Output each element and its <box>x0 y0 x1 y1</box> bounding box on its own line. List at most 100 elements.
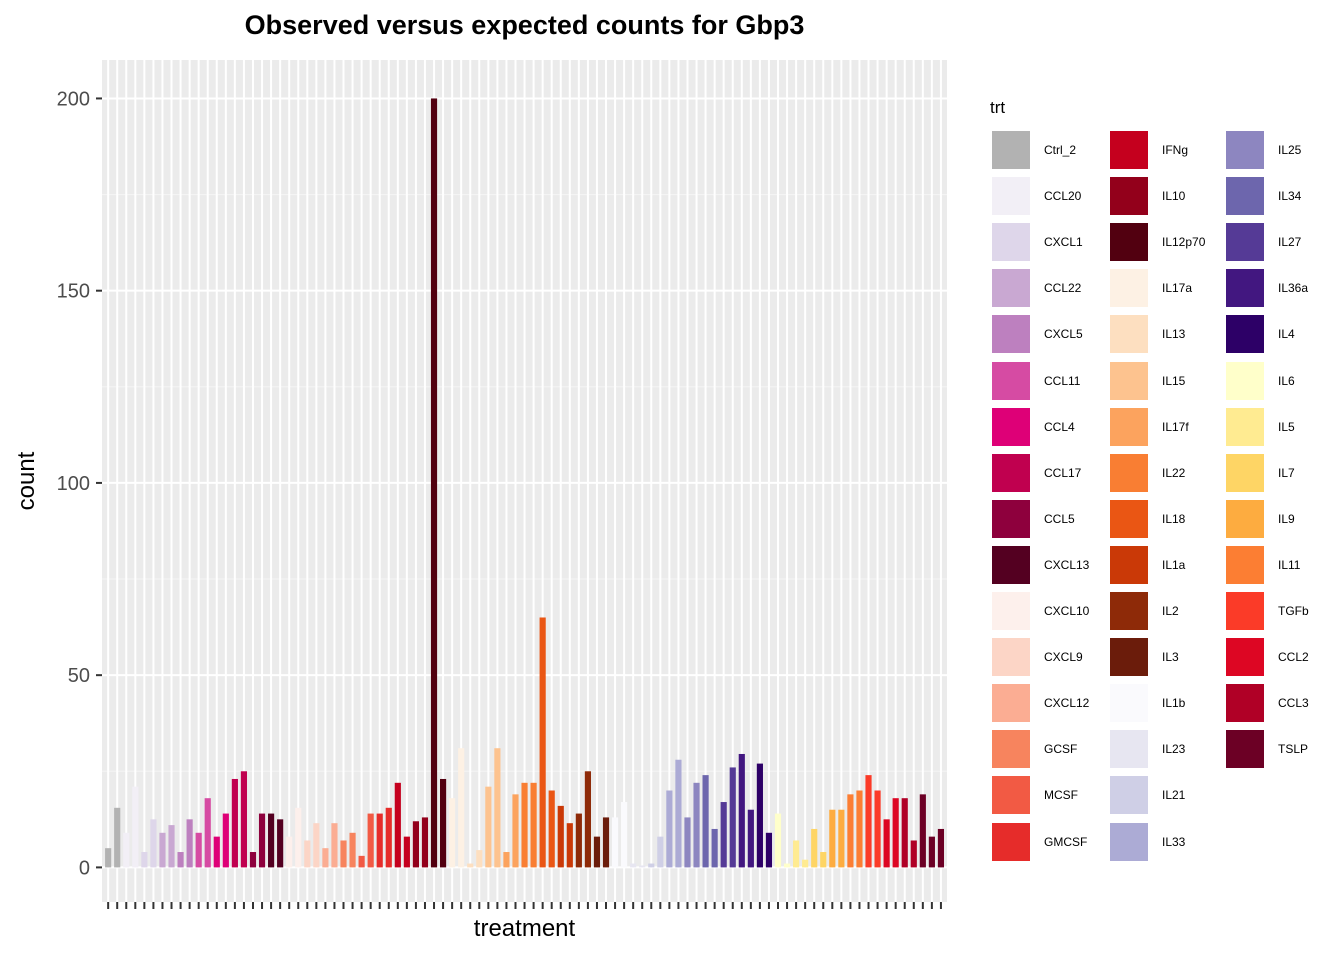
bar-IL9 <box>838 809 845 868</box>
bar-IL25 <box>693 782 700 868</box>
legend-key <box>1108 682 1150 725</box>
bar-CXCL1 <box>141 852 148 868</box>
legend-item: CCL22 <box>990 265 1081 311</box>
legend-key <box>990 497 1032 540</box>
legend-item: CCL4 <box>990 404 1075 450</box>
bar-IL23 <box>639 865 646 868</box>
bar-CXCL12 <box>331 823 338 868</box>
legend-key <box>1224 221 1266 264</box>
legend-key <box>1108 497 1150 540</box>
legend-key <box>1108 129 1150 171</box>
legend-item: CCL3 <box>1224 680 1309 726</box>
chart-title: Observed versus expected counts for Gbp3 <box>244 10 805 40</box>
legend-key <box>1108 359 1150 402</box>
bar-IL17f <box>512 794 519 868</box>
bar-CXCL9 <box>304 840 311 868</box>
legend-item: IL36a <box>1224 265 1308 311</box>
legend-label: CXCL10 <box>1044 604 1090 618</box>
legend-item: GCSF <box>990 726 1077 772</box>
bar-IL4 <box>756 763 763 868</box>
legend-label: IL27 <box>1278 235 1302 250</box>
grid-lines <box>102 60 947 902</box>
bar-TSLP <box>928 836 935 868</box>
legend-label: IL9 <box>1278 511 1295 526</box>
bar-CCL3 <box>901 798 908 868</box>
bar-IL2 <box>584 771 591 868</box>
bar-TGFb <box>874 790 881 868</box>
legend-key <box>1108 175 1150 218</box>
legend-item: TGFb <box>1224 588 1309 634</box>
bar-IL13 <box>467 863 474 868</box>
bar-GCSF <box>349 832 356 868</box>
legend-item: CCL20 <box>990 173 1081 219</box>
bar-CCL20 <box>132 786 139 868</box>
legend-label: IL23 <box>1162 742 1186 757</box>
legend-key <box>1224 359 1266 402</box>
bar-IL13 <box>476 850 483 868</box>
bar-IL25 <box>684 817 691 868</box>
bar-IL23 <box>630 863 637 868</box>
bar-TGFb <box>865 775 872 868</box>
legend-item: IFNg <box>1108 127 1188 173</box>
legend-label: IL13 <box>1162 327 1186 342</box>
bar-IL33 <box>675 759 682 868</box>
legend-title: trt <box>990 98 1006 117</box>
y-tick-label: 50 <box>68 665 90 687</box>
legend-item: IL12p70 <box>1108 219 1205 265</box>
bar-IL12p70 <box>440 778 447 868</box>
legend-key <box>990 543 1032 586</box>
bar-IL18 <box>548 790 555 868</box>
bar-CCL4 <box>213 836 220 868</box>
bar-IL34 <box>702 775 709 868</box>
legend-label: CXCL13 <box>1044 557 1090 572</box>
bar-IL21 <box>648 863 655 868</box>
legend-key <box>1108 728 1150 771</box>
legend-item: MCSF <box>990 772 1078 818</box>
legend-key <box>1108 405 1150 448</box>
legend-item: IL10 <box>1108 173 1185 219</box>
legend-key <box>1224 313 1266 356</box>
bar-IL21 <box>657 836 664 868</box>
legend-label: TSLP <box>1278 742 1309 757</box>
legend-item: IL27 <box>1224 219 1301 265</box>
bar-CCL22 <box>168 825 175 868</box>
bar-IL3 <box>602 817 610 868</box>
bar-IL22 <box>530 782 537 868</box>
legend-label: TGFb <box>1278 604 1309 618</box>
bar-CXCL13 <box>277 819 284 868</box>
plot-area: 0 50 100 150 200 <box>57 60 947 909</box>
bar-IL9 <box>829 809 836 868</box>
legend-key <box>1224 129 1266 171</box>
legend-key <box>990 313 1032 356</box>
bar-IL12p70 <box>430 98 438 868</box>
legend-key <box>1224 405 1266 448</box>
bar-IL17a <box>449 798 456 868</box>
legend-label: CXCL5 <box>1044 327 1083 342</box>
bar-IL5 <box>793 840 800 868</box>
legend-item: IL5 <box>1224 404 1295 450</box>
bar-IL5 <box>802 859 809 868</box>
bar-IL17a <box>458 748 465 868</box>
legend-label: IL1a <box>1162 557 1186 572</box>
legend-item: CCL11 <box>990 358 1080 404</box>
legend-item: IL21 <box>1108 772 1185 818</box>
bar-TSLP <box>919 794 926 868</box>
legend: trt Ctrl_2 CCL20 CXCL1 CCL22 CXCL5 CCL11 CCL4 C… <box>990 98 1330 863</box>
bar-IL7 <box>811 828 818 868</box>
legend-key <box>1224 636 1266 679</box>
legend-label: IL7 <box>1278 465 1295 480</box>
bar-IL11 <box>856 790 863 868</box>
legend-key <box>990 820 1032 863</box>
legend-label: IL5 <box>1278 419 1295 434</box>
bar-CXCL10 <box>286 836 293 868</box>
legend-entries: Ctrl_2 CCL20 CXCL1 CCL22 CXCL5 CCL11 CCL4 CCL17… <box>990 127 1330 863</box>
legend-label: IL17a <box>1162 281 1193 296</box>
legend-key <box>990 359 1032 402</box>
x-axis-label: treatment <box>473 915 576 942</box>
y-tick-label: 100 <box>57 473 90 495</box>
bar-IL11 <box>847 794 854 868</box>
legend-key <box>1108 636 1150 679</box>
legend-item: CCL17 <box>990 450 1081 496</box>
legend-item: CCL5 <box>990 496 1075 542</box>
legend-item: IL4 <box>1224 311 1295 357</box>
